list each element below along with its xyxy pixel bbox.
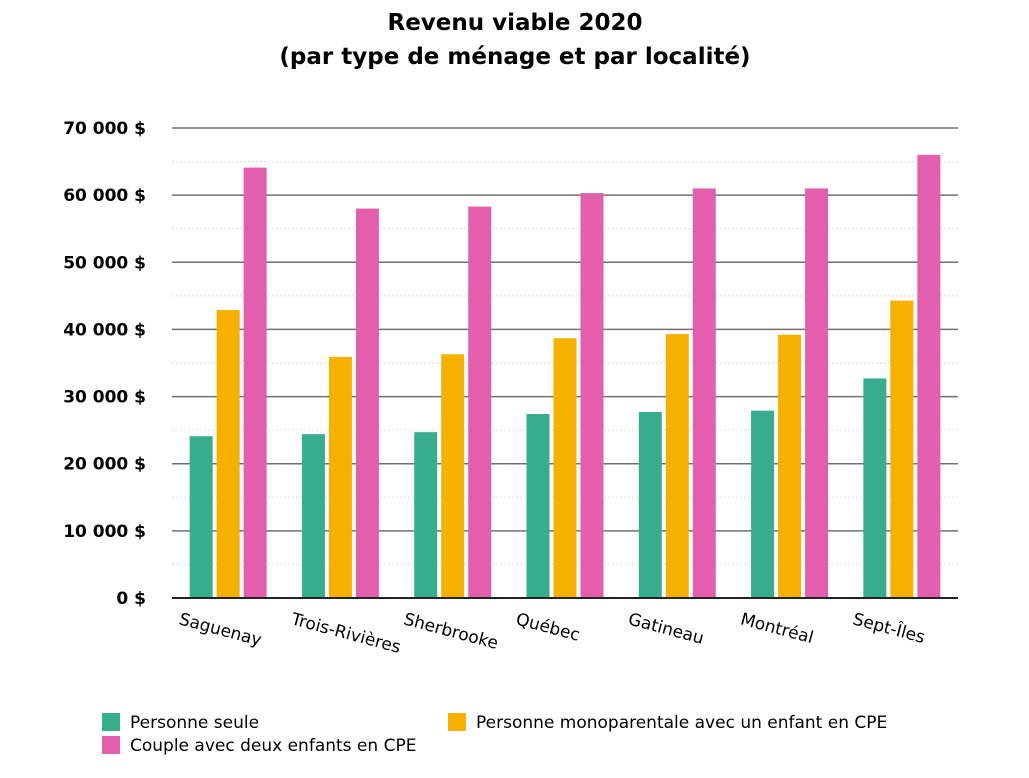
x-tick-label: Montréal	[738, 610, 815, 649]
legend-swatch	[102, 713, 120, 731]
chart-subtitle: (par type de ménage et par localité)	[279, 44, 750, 70]
bar-monoparentale-6	[890, 300, 914, 598]
bar-monoparentale-4	[665, 334, 689, 598]
bar-couple-6	[917, 154, 941, 598]
bar-couple-5	[805, 188, 829, 598]
x-tick-label: Trois-Rivières	[288, 609, 403, 658]
y-axis-ticks: 0 $ 10 000 $ 20 000 $ 30 000 $ 40 000 $ 50 00…	[63, 119, 146, 609]
legend: Personne seule Personne monoparentale ave…	[102, 713, 887, 756]
y-tick-label: 0 $	[116, 589, 146, 609]
y-tick-label: 60 000 $	[63, 186, 146, 206]
x-tick-label: Saguenay	[177, 610, 264, 651]
legend-label: Couple avec deux enfants en CPE	[130, 736, 416, 756]
y-tick-label: 10 000 $	[63, 522, 146, 542]
x-tick-label: Sept-Îles	[851, 608, 928, 648]
bar-couple-3	[580, 193, 604, 598]
bar-monoparentale-3	[553, 338, 577, 598]
bar-seule-6	[863, 378, 887, 598]
legend-swatch	[448, 713, 466, 731]
legend-label: Personne monoparentale avec un enfant en…	[476, 713, 887, 733]
bar-seule-2	[414, 432, 438, 598]
bar-seule-1	[301, 434, 325, 598]
bar-seule-0	[189, 436, 213, 598]
legend-swatch	[102, 736, 120, 754]
bar-couple-2	[468, 206, 492, 599]
y-tick-label: 50 000 $	[63, 253, 146, 273]
bar-monoparentale-0	[216, 309, 240, 598]
bar-couple-0	[243, 167, 267, 598]
bar-couple-4	[692, 188, 716, 598]
y-tick-label: 70 000 $	[63, 119, 146, 139]
bar-seule-5	[751, 410, 775, 598]
y-tick-label: 30 000 $	[63, 388, 146, 408]
bar-monoparentale-2	[441, 354, 465, 598]
bar-seule-3	[526, 414, 550, 598]
y-tick-label: 20 000 $	[63, 455, 146, 475]
y-tick-label: 40 000 $	[63, 320, 146, 340]
bar-seule-4	[638, 412, 662, 598]
bar-monoparentale-5	[778, 334, 802, 598]
x-tick-label: Sherbrooke	[401, 610, 500, 654]
chart-title: Revenu viable 2020	[387, 10, 642, 36]
bar-monoparentale-1	[328, 356, 352, 598]
bar-couple-1	[355, 208, 379, 599]
x-tick-label: Québec	[514, 610, 582, 646]
bars	[189, 154, 941, 599]
x-tick-label: Gatineau	[626, 610, 706, 649]
legend-label: Personne seule	[130, 713, 259, 733]
